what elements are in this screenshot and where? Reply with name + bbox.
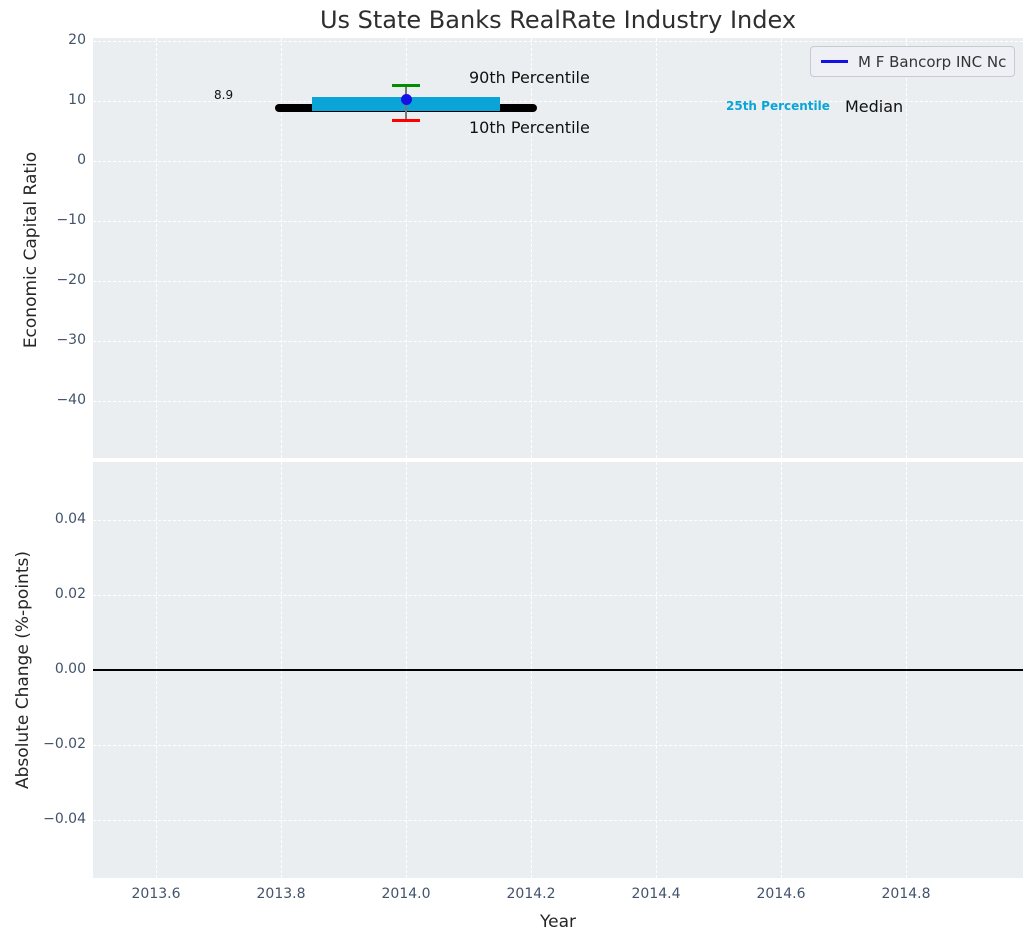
x-tick-label: 2013.8 — [256, 886, 306, 902]
chart-title: Us State Banks RealRate Industry Index — [319, 6, 797, 34]
p90-annotation: 90th Percentile — [469, 68, 590, 87]
gridline-vertical — [906, 38, 907, 458]
bottom-y-axis-label: Absolute Change (%-points) — [13, 551, 33, 789]
x-tick-label: 2013.6 — [131, 886, 181, 902]
gridline-horizontal — [93, 820, 1023, 821]
median-annotation: Median — [845, 97, 904, 116]
y-tick-label: 0.00 — [54, 661, 86, 677]
top-y-axis-label: Economic Capital Ratio — [21, 151, 41, 349]
y-tick-label: 0.04 — [54, 511, 86, 527]
x-tick-label: 2014.4 — [631, 886, 681, 902]
gridline-horizontal — [93, 595, 1023, 596]
y-tick-label: 20 — [68, 32, 86, 48]
legend-label: M F Bancorp INC Nc — [858, 52, 1007, 71]
x-axis-label: Year — [540, 912, 576, 932]
y-tick-label: 0.02 — [54, 586, 86, 602]
legend: M F Bancorp INC Nc — [810, 46, 1015, 77]
y-tick-label: −10 — [56, 212, 86, 228]
y-tick-label: −30 — [56, 332, 86, 348]
gridline-vertical — [406, 38, 407, 458]
gridline-vertical — [156, 38, 157, 458]
y-tick-label: 0 — [77, 152, 86, 168]
x-tick-label: 2014.8 — [881, 886, 931, 902]
p10-cap — [392, 119, 420, 123]
gridline-horizontal — [93, 281, 1023, 282]
y-tick-label: 10 — [68, 92, 86, 108]
gridline-horizontal — [93, 341, 1023, 342]
gridline-vertical — [781, 38, 782, 458]
p25-annotation: 25th Percentile — [726, 99, 830, 113]
gridline-horizontal — [93, 101, 1023, 102]
legend-line-sample-icon — [821, 60, 848, 63]
bottom-plot-area — [93, 462, 1023, 878]
y-tick-label: −0.04 — [43, 811, 86, 827]
gridline-horizontal — [93, 520, 1023, 521]
gridline-vertical — [656, 38, 657, 458]
x-tick-label: 2014.6 — [756, 886, 806, 902]
company-point — [400, 93, 412, 105]
median-value-annotation: 8.9 — [214, 88, 234, 102]
gridline-vertical — [531, 38, 532, 458]
y-tick-label: −0.02 — [43, 736, 86, 752]
zero-reference-line — [93, 669, 1023, 671]
top-plot-area — [93, 38, 1023, 458]
gridline-horizontal — [93, 161, 1023, 162]
y-tick-label: −20 — [56, 272, 86, 288]
gridline-vertical — [281, 38, 282, 458]
gridline-horizontal — [93, 745, 1023, 746]
x-tick-label: 2014.2 — [506, 886, 556, 902]
p90-cap — [392, 83, 420, 87]
y-tick-label: −40 — [56, 392, 86, 408]
gridline-horizontal — [93, 41, 1023, 42]
p10-annotation: 10th Percentile — [469, 118, 590, 137]
gridline-horizontal — [93, 221, 1023, 222]
gridline-horizontal — [93, 401, 1023, 402]
x-tick-label: 2014.0 — [381, 886, 431, 902]
